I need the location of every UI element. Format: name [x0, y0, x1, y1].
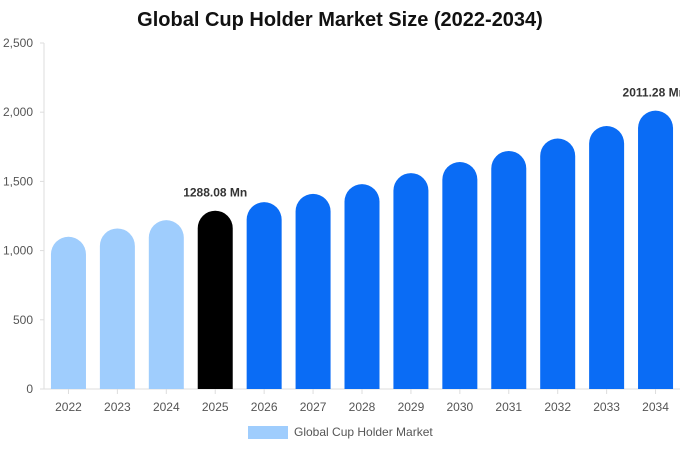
x-tick-label: 2027: [300, 400, 327, 414]
bar-2022: [50, 236, 86, 389]
x-tick-label: 2026: [251, 400, 278, 414]
y-tick-label: 500: [13, 313, 33, 327]
bar-2026: [246, 202, 282, 389]
bar-2024: [148, 220, 184, 389]
x-tick-label: 2025: [202, 400, 229, 414]
legend-label: Global Cup Holder Market: [294, 425, 433, 439]
legend[interactable]: Global Cup Holder Market: [248, 425, 433, 439]
bar-2034: [638, 110, 674, 389]
bar-2030: [442, 162, 478, 389]
y-tick-label: 0: [26, 382, 33, 396]
chart-title: Global Cup Holder Market Size (2022-2034…: [137, 9, 543, 31]
y-tick-label: 2,000: [3, 105, 33, 119]
bar-2029: [393, 173, 429, 389]
x-tick-label: 2023: [104, 400, 131, 414]
y-tick-label: 2,500: [3, 36, 33, 50]
data-label-2025: 1288.08 Mn: [183, 186, 247, 200]
bar-2027: [295, 193, 331, 389]
y-tick-label: 1,000: [3, 244, 33, 258]
bar-2031: [491, 150, 527, 389]
bar-2023: [99, 228, 135, 389]
x-tick-label: 2024: [153, 400, 180, 414]
x-tick-label: 2033: [593, 400, 620, 414]
bars: [50, 110, 674, 389]
data-label-2034: 2011.28 Mn: [623, 86, 680, 100]
x-tick-label: 2032: [544, 400, 571, 414]
x-tick-label: 2028: [349, 400, 376, 414]
bar-2032: [540, 138, 576, 389]
y-tick-label: 1,500: [3, 174, 33, 188]
legend-swatch: [248, 425, 288, 439]
x-tick-label: 2022: [55, 400, 82, 414]
x-tick-label: 2029: [398, 400, 425, 414]
bar-2028: [344, 184, 380, 389]
x-tick-label: 2031: [495, 400, 522, 414]
x-tick-label: 2034: [642, 400, 669, 414]
bar-2025: [197, 210, 233, 389]
axes: 0 500 1,000 1,500 2,000 2,500 2022 2023 2024 2025…: [3, 36, 680, 414]
bar-2033: [589, 126, 625, 389]
labels: 1288.08 Mn 2011.28 Mn: [183, 86, 680, 200]
x-tick-label: 2030: [446, 400, 473, 414]
